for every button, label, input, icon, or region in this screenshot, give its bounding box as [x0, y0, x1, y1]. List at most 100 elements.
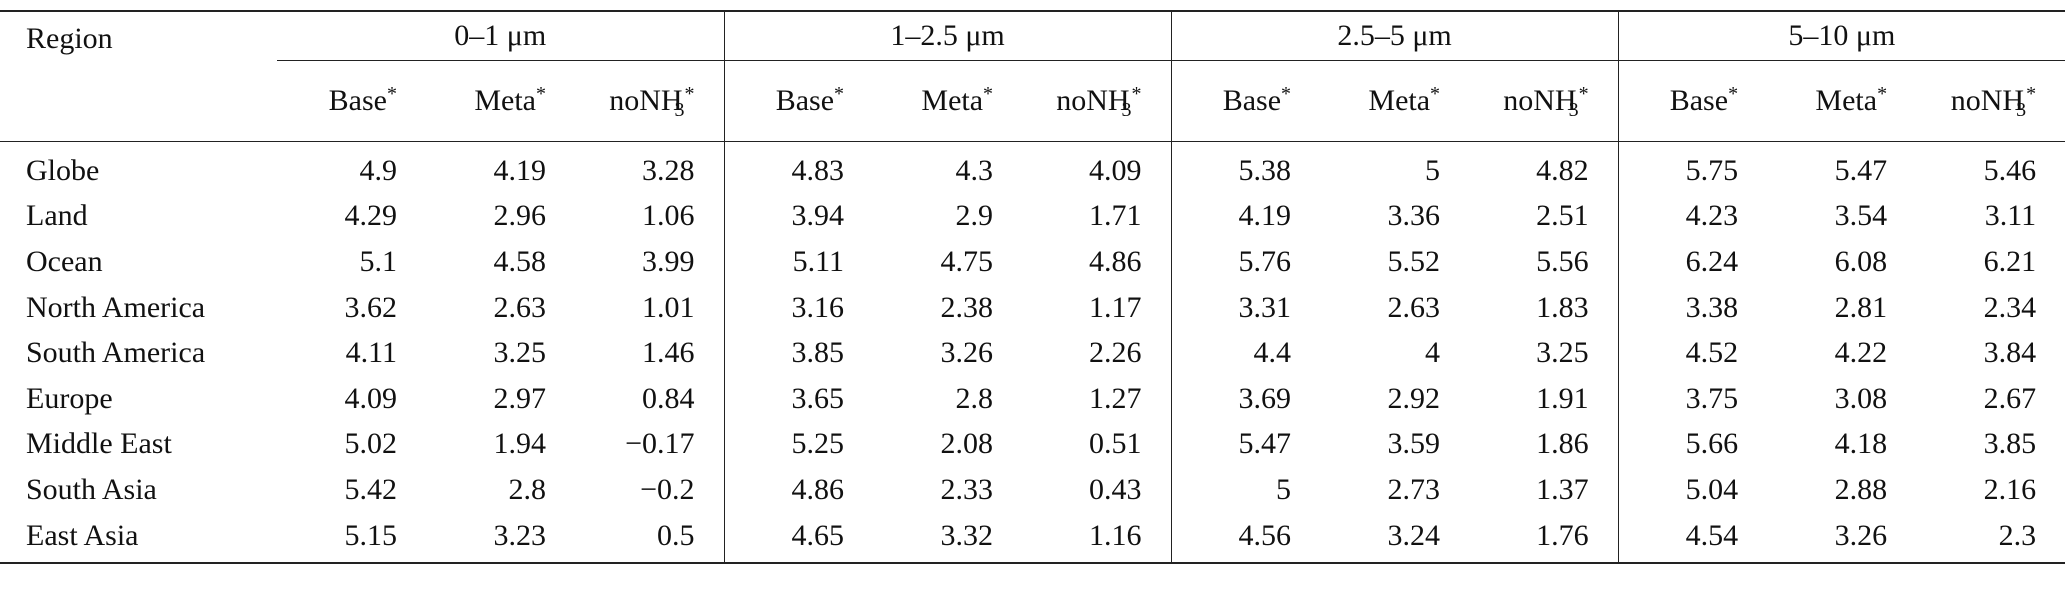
- region-cell: Europe: [26, 381, 113, 415]
- value-cell: 1.91: [1536, 381, 1589, 415]
- value-cell: 5.47: [1170, 421, 1321, 468]
- value-cell: 1.46: [642, 336, 695, 370]
- value-cell: 2.92: [1387, 381, 1441, 415]
- value-cell: 3.23: [426, 512, 575, 565]
- value-cell: 3.85: [1983, 427, 2037, 461]
- region-cell: Ocean: [26, 244, 103, 278]
- column-header: noNH3*: [1022, 60, 1172, 142]
- value-cell: 5.76: [1170, 239, 1321, 285]
- data-row: Land 4.29 2.96 1.06 3.94 2.9 1.71 4.19 3.36 2.51 4…: [0, 193, 2065, 240]
- value-cell: 3.85: [723, 330, 874, 376]
- column-header-text: Base: [775, 84, 835, 117]
- value-cell: 4.4: [1170, 330, 1321, 376]
- value-cell: 3.65: [723, 375, 874, 422]
- column-header: Meta*: [426, 60, 575, 142]
- value-cell: 3.59: [1387, 427, 1441, 461]
- value-cell: 3.62: [344, 290, 398, 324]
- value-cell: 3.99: [642, 244, 695, 278]
- value-cell: 5.38: [1170, 141, 1321, 194]
- results-table: Region 0–1 μm 1–2.5 μm 2.5–5 μm 5–10 μm Base*…: [0, 10, 2066, 565]
- value-cell: 4.9: [359, 153, 398, 187]
- value-cell: 4.19: [1170, 193, 1321, 240]
- column-header-text: noNH: [1503, 84, 1577, 117]
- value-cell: 1.71: [1089, 199, 1142, 233]
- column-header-superscript: *: [1281, 83, 1292, 105]
- group-header-row: Region 0–1 μm 1–2.5 μm 2.5–5 μm 5–10 μm: [0, 10, 2066, 142]
- value-cell: 0.5: [575, 512, 725, 565]
- group-header: 5–10 μm: [1617, 10, 2066, 61]
- column-header-superscript: *: [834, 83, 845, 105]
- column-header-superscript: *: [1728, 83, 1739, 105]
- value-cell: 2.8: [955, 381, 994, 415]
- value-cell: 1.06: [642, 199, 695, 233]
- column-header: Meta*: [1767, 60, 1917, 142]
- column-header-subscript: 3: [1121, 99, 1132, 121]
- value-cell: 3.84: [1983, 336, 2037, 370]
- value-cell: 2.8: [508, 472, 547, 506]
- region-cell: Globe: [26, 153, 100, 187]
- value-cell: 3.24: [1320, 512, 1470, 565]
- value-cell: 2.73: [1387, 472, 1441, 506]
- column-header: Base*: [1170, 60, 1321, 142]
- column-header-subscript: 3: [2016, 99, 2027, 121]
- data-row: South America 4.11 3.25 1.46 3.85 3.26 2.26 4.4…: [0, 330, 2065, 376]
- value-cell: 4.75: [940, 244, 994, 278]
- column-header-superscript: *: [1131, 83, 1142, 105]
- column-header-text: Meta: [1815, 84, 1878, 117]
- value-cell: 3.94: [723, 193, 874, 240]
- value-cell: 1.16: [1022, 512, 1172, 565]
- value-cell: 5.15: [277, 512, 426, 565]
- column-header-text: noNH: [1950, 84, 2025, 117]
- data-row: Europe 4.09 2.97 0.84 3.65 2.8 1.27 3.69 2.92 1.9…: [0, 375, 2065, 422]
- value-cell: 4.19: [493, 153, 547, 187]
- data-row: East Asia 5.15 3.23 0.5 4.65 3.32 1.16 4.56 3.24…: [0, 512, 2066, 565]
- value-cell: 5.04: [1617, 467, 1768, 513]
- column-header-text: Meta: [921, 84, 984, 117]
- value-cell: 4.86: [1089, 244, 1142, 278]
- column-header-row: Base* Meta* noNH3* Base* Meta* noNH3* Base* Met…: [0, 60, 2066, 142]
- value-cell: 4.83: [723, 141, 874, 194]
- data-row: Globe 4.9 4.19 3.28 4.83 4.3 4.09 5.38 5 4.82 5.75…: [0, 141, 2065, 194]
- value-cell: −0.2: [640, 472, 695, 506]
- column-header-superscript: *: [684, 83, 695, 105]
- column-header-superscript: *: [1877, 83, 1888, 105]
- column-header-superscript: *: [2026, 83, 2037, 105]
- value-cell: 1.27: [1089, 381, 1142, 415]
- value-cell: 3.54: [1834, 199, 1888, 233]
- value-cell: 4.56: [1170, 512, 1321, 565]
- value-cell: 6.24: [1617, 239, 1768, 285]
- value-cell: 3.75: [1617, 375, 1768, 422]
- value-cell: 5.1: [359, 244, 398, 278]
- value-cell: 1.76: [1469, 512, 1619, 565]
- value-cell: 5.56: [1536, 244, 1589, 278]
- value-cell: 5.02: [344, 427, 398, 461]
- value-cell: 1.01: [642, 290, 695, 324]
- value-cell: 2.67: [1983, 381, 2037, 415]
- value-cell: 3.26: [1767, 512, 1917, 565]
- value-cell: 5: [1170, 467, 1321, 513]
- data-row: Ocean 5.1 4.58 3.99 5.11 4.75 4.86 5.76 5.52 5.56…: [0, 239, 2065, 285]
- value-cell: 4.65: [723, 512, 874, 565]
- value-cell: 4.3: [955, 153, 994, 187]
- value-cell: 4.09: [1089, 153, 1142, 187]
- value-cell: 3.38: [1617, 284, 1768, 331]
- value-cell: 2.88: [1834, 472, 1888, 506]
- value-cell: 3.31: [1170, 284, 1321, 331]
- column-header: Meta*: [873, 60, 1023, 142]
- data-row: Middle East 5.02 1.94 −0.17 5.25 2.08 0.51 5.47…: [0, 421, 2065, 468]
- value-cell: 4.23: [1617, 193, 1768, 240]
- column-header-superscript: *: [1578, 83, 1589, 105]
- value-cell: 2.26: [1089, 336, 1142, 370]
- value-cell: 2.16: [1983, 472, 2037, 506]
- column-header: noNH3*: [1916, 60, 2066, 142]
- column-header-text: Base: [1669, 84, 1729, 117]
- value-cell: 5.75: [1617, 141, 1768, 194]
- value-cell: 5.66: [1617, 421, 1768, 468]
- value-cell: 2.08: [940, 427, 994, 461]
- region-cell: Middle East: [26, 427, 172, 461]
- group-header: 2.5–5 μm: [1170, 10, 1619, 61]
- column-header-subscript: 3: [674, 99, 685, 121]
- column-header: Meta*: [1320, 60, 1470, 142]
- value-cell: 3.32: [873, 512, 1023, 565]
- value-cell: 4.22: [1834, 336, 1888, 370]
